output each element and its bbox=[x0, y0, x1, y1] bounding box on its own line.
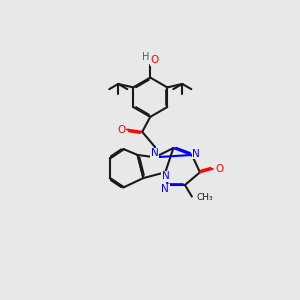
Text: O: O bbox=[215, 164, 223, 174]
Text: H: H bbox=[142, 52, 149, 62]
Text: N: N bbox=[192, 149, 200, 159]
Text: O: O bbox=[117, 124, 125, 135]
Text: N: N bbox=[151, 148, 158, 158]
Text: O: O bbox=[150, 55, 159, 65]
Text: N: N bbox=[162, 171, 169, 182]
Text: N: N bbox=[161, 184, 169, 194]
Text: CH₃: CH₃ bbox=[196, 193, 213, 202]
Text: N: N bbox=[151, 148, 158, 158]
